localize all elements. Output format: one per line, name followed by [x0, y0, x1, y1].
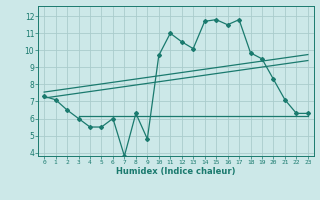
X-axis label: Humidex (Indice chaleur): Humidex (Indice chaleur)	[116, 167, 236, 176]
